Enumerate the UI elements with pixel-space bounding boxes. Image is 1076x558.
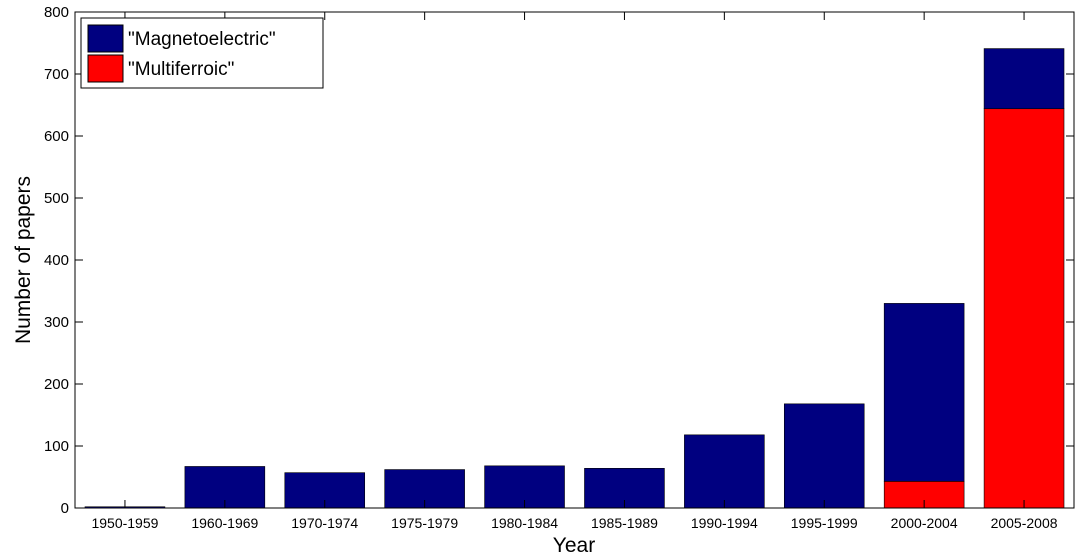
x-tick-label: 1995-1999 bbox=[791, 515, 858, 531]
legend: "Magnetoelectric" "Multiferroic" bbox=[80, 17, 324, 89]
x-tick-label: 1960-1969 bbox=[191, 515, 258, 531]
legend-label-magnetoelectric: "Magnetoelectric" bbox=[128, 29, 276, 50]
y-tick-label: 100 bbox=[44, 438, 69, 455]
x-tick-label: 2005-2008 bbox=[991, 515, 1058, 531]
x-tick-label: 1970-1974 bbox=[291, 515, 358, 531]
y-axis-title: Number of papers bbox=[12, 176, 35, 344]
y-tick-label: 700 bbox=[44, 66, 69, 83]
x-axis-title: Year bbox=[553, 534, 595, 557]
y-tick-label: 600 bbox=[44, 128, 69, 145]
x-tick-labels: 1950-1959 1960-1969 1970-1974 1975-1979 1980… bbox=[91, 515, 1057, 531]
bar-magnetoelectric-1995-1999 bbox=[783, 403, 865, 509]
x-tick-label: 1950-1959 bbox=[91, 515, 158, 531]
legend-label-multiferroic: "Multiferroic" bbox=[128, 59, 234, 80]
bar-magnetoelectric-1990-1994 bbox=[684, 434, 765, 509]
x-tick-label: 2000-2004 bbox=[891, 515, 958, 531]
plot-frame bbox=[74, 11, 1075, 509]
x-tick-label: 1975-1979 bbox=[391, 515, 458, 531]
bar-magnetoelectric-2005-2008 bbox=[983, 48, 1065, 110]
x-tick-label: 1980-1984 bbox=[491, 515, 558, 531]
y-tick-label: 400 bbox=[44, 252, 69, 269]
bar-multiferroic-2005-2008 bbox=[983, 108, 1065, 509]
y-tick-label: 200 bbox=[44, 376, 69, 393]
x-tick-label: 1985-1989 bbox=[591, 515, 658, 531]
x-tick-label: 1990-1994 bbox=[691, 515, 758, 531]
y-tick-labels: 0 100 200 300 400 500 600 700 800 bbox=[44, 4, 69, 517]
y-tick-label: 800 bbox=[44, 4, 69, 21]
bar-magnetoelectric-2000-2004 bbox=[883, 303, 965, 482]
y-tick-label: 0 bbox=[61, 500, 69, 517]
legend-swatch-magnetoelectric bbox=[87, 24, 124, 53]
legend-swatch-multiferroic bbox=[87, 54, 124, 83]
bars-layer bbox=[84, 48, 1065, 509]
y-tick-label: 300 bbox=[44, 314, 69, 331]
y-tick-label: 500 bbox=[44, 190, 69, 207]
